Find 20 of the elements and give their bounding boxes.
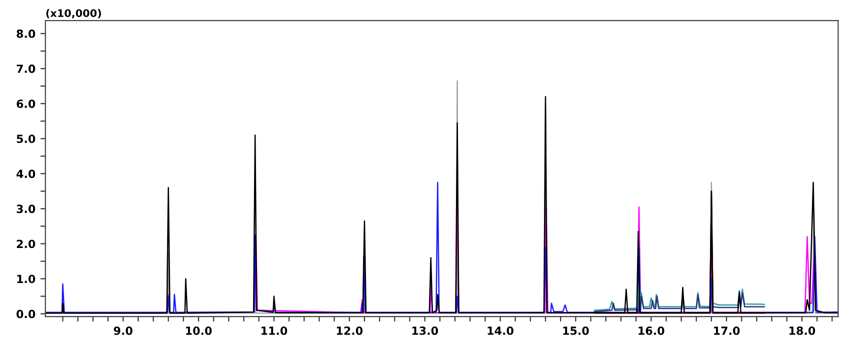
y-tick-label: 2.0	[16, 240, 36, 248]
y-tick-label: 3.0	[16, 204, 36, 214]
y-tick-label: 1.0	[17, 274, 36, 284]
text: (x10,000)	[46, 9, 101, 18]
y-tick-label: 8.0	[16, 30, 36, 38]
x-tick-label: 12.0	[336, 326, 363, 335]
y-tick-label: 0.0	[16, 310, 36, 318]
x-tick-label: 15.0	[563, 326, 589, 335]
x-tick-label: 9.0	[114, 326, 132, 335]
x-tick-label: 10.0	[186, 326, 212, 335]
x-tick-label: 17.0	[714, 326, 740, 335]
y-tick-label: 5.0	[16, 134, 36, 144]
y-tick-label: 6.0	[16, 100, 36, 108]
x-tick-label: 11.0	[262, 326, 288, 335]
x-tick-label: 16.0	[638, 326, 664, 335]
x-tick-label: 13.0	[412, 326, 438, 335]
y-tick-label: 4.0	[16, 170, 36, 178]
x-tick-label: 14.0	[488, 326, 514, 335]
x-tick-label: 18.0	[789, 326, 816, 335]
y-tick-label: 7.0	[16, 64, 36, 73]
